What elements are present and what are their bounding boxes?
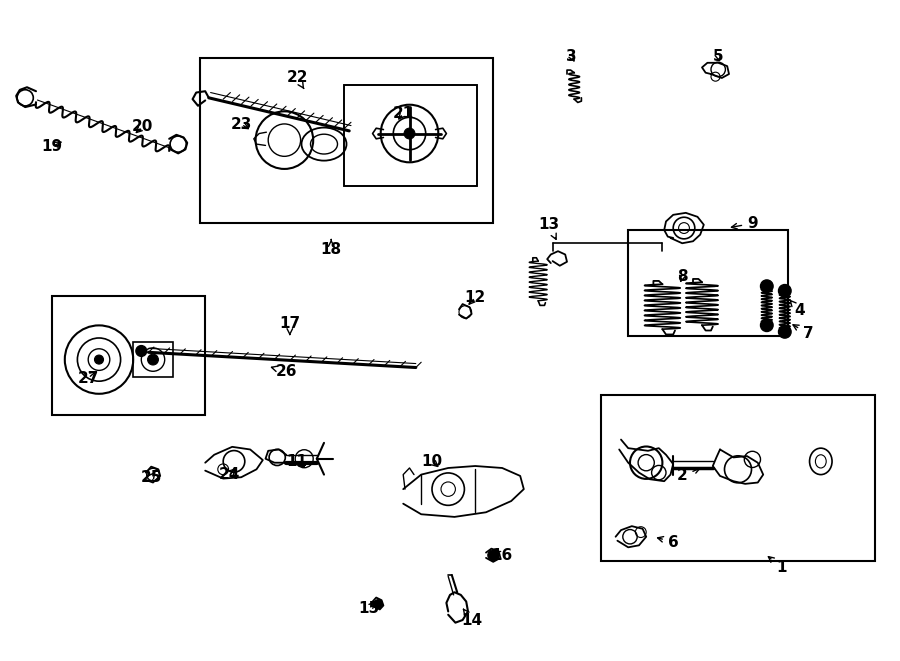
Circle shape (760, 280, 773, 293)
Circle shape (778, 284, 791, 297)
Text: 8: 8 (677, 269, 688, 284)
Circle shape (148, 354, 158, 365)
Text: 26: 26 (272, 364, 297, 379)
Text: 5: 5 (713, 49, 724, 63)
Bar (200, 58, 493, 223)
Text: 7: 7 (793, 325, 814, 341)
Text: 1: 1 (769, 557, 787, 574)
Text: 21: 21 (392, 106, 414, 121)
Text: 24: 24 (219, 467, 240, 482)
Bar (601, 395, 875, 561)
Text: 17: 17 (279, 317, 301, 334)
Text: 18: 18 (320, 239, 342, 257)
Bar (628, 230, 788, 336)
Text: 19: 19 (41, 139, 63, 154)
Text: 15: 15 (358, 601, 380, 615)
Text: 14: 14 (461, 609, 482, 627)
Text: 20: 20 (131, 120, 153, 134)
Circle shape (136, 346, 147, 356)
Circle shape (488, 550, 499, 561)
Text: 12: 12 (464, 290, 486, 305)
Text: 23: 23 (230, 117, 252, 132)
Text: 11: 11 (286, 454, 308, 469)
Text: 6: 6 (658, 535, 679, 549)
Text: 9: 9 (732, 216, 758, 231)
Circle shape (760, 319, 773, 332)
Bar (344, 85, 477, 186)
Text: 13: 13 (538, 217, 560, 239)
Text: 10: 10 (421, 454, 443, 469)
Bar (52, 296, 205, 415)
Bar (344, 85, 477, 186)
Text: 3: 3 (566, 49, 577, 63)
Text: 4: 4 (790, 301, 805, 318)
Bar (133, 342, 173, 377)
Text: 22: 22 (286, 71, 308, 89)
Circle shape (778, 325, 791, 338)
Text: 16: 16 (491, 548, 513, 563)
Circle shape (404, 128, 415, 139)
Circle shape (374, 600, 382, 609)
Text: 2: 2 (677, 468, 700, 483)
Circle shape (94, 355, 104, 364)
Text: 27: 27 (77, 371, 99, 385)
Text: 25: 25 (140, 470, 162, 485)
